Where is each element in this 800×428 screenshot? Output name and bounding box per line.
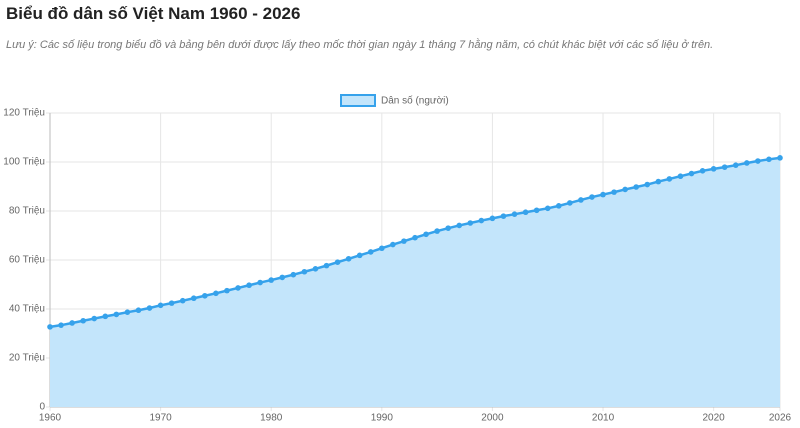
point [301, 268, 308, 275]
point [489, 215, 496, 222]
point [544, 205, 551, 212]
point [290, 271, 297, 278]
point [224, 287, 230, 294]
point [334, 259, 341, 266]
point [312, 266, 319, 272]
point [644, 181, 651, 188]
point [257, 279, 263, 286]
point [710, 166, 717, 172]
point [777, 155, 783, 161]
point [47, 324, 53, 330]
point [367, 249, 374, 255]
point [755, 158, 761, 164]
x-tick-label: 2000 [481, 413, 504, 424]
point [699, 168, 706, 174]
x-tick-label: 2020 [703, 413, 726, 424]
point [434, 228, 440, 234]
point [423, 231, 429, 238]
y-tick-label: 100 Triệu [3, 157, 45, 168]
point [401, 238, 407, 244]
point [379, 245, 385, 252]
point [633, 184, 640, 190]
x-tick-label: 1980 [260, 413, 283, 424]
point [345, 255, 352, 262]
x-tick-label: 1970 [149, 413, 172, 424]
point [655, 178, 662, 185]
x-tick-label: 2010 [592, 413, 615, 424]
point [202, 292, 208, 299]
legend-label: Dân số (người) [381, 95, 449, 107]
point [157, 302, 164, 309]
point [179, 297, 186, 304]
note: Lưu ý: Các số liệu trong biểu đồ và bảng… [6, 39, 714, 51]
point [412, 234, 418, 241]
y-tick-label: 40 Triệu [9, 304, 45, 315]
point [268, 277, 275, 283]
point [445, 225, 451, 231]
point [721, 164, 728, 170]
point [113, 311, 120, 318]
point [555, 203, 562, 209]
point [677, 173, 684, 180]
x-tick-label: 1960 [39, 413, 62, 424]
y-tick-label: 120 Triệu [3, 108, 45, 119]
point [135, 307, 142, 314]
point [611, 189, 617, 195]
point [533, 207, 540, 214]
point [246, 282, 252, 289]
point [168, 300, 175, 306]
y-tick-label: 60 Triệu [9, 255, 45, 266]
point [578, 197, 584, 203]
x-tick-label: 1990 [371, 413, 394, 424]
point [124, 309, 131, 315]
point [467, 220, 474, 226]
point [356, 252, 363, 259]
y-tick-label: 0 [39, 402, 45, 413]
point [102, 313, 109, 320]
point [146, 305, 153, 311]
point [323, 262, 330, 269]
point [567, 200, 573, 206]
point [732, 162, 739, 168]
chart-title: Biểu đồ dân số Việt Nam 1960 - 2026 [6, 4, 301, 23]
point [390, 241, 396, 248]
point [80, 317, 86, 324]
point [589, 194, 595, 200]
point [522, 209, 529, 216]
point [456, 222, 463, 229]
point [500, 213, 507, 219]
y-tick-label: 20 Triệu [9, 353, 45, 364]
legend-swatch [340, 94, 376, 107]
x-tick-label: 2026 [769, 413, 792, 424]
point [279, 274, 286, 281]
point [688, 170, 695, 177]
point [69, 320, 75, 326]
point [58, 322, 64, 328]
point [744, 160, 750, 166]
point [190, 295, 197, 302]
point [600, 191, 606, 198]
y-tick-label: 80 Triệu [9, 206, 45, 217]
point [91, 315, 98, 322]
point [666, 176, 673, 182]
point [213, 290, 219, 297]
point [766, 156, 772, 163]
point [511, 211, 518, 217]
area [50, 157, 780, 407]
point [478, 217, 485, 224]
point [622, 186, 628, 193]
point [235, 285, 241, 291]
